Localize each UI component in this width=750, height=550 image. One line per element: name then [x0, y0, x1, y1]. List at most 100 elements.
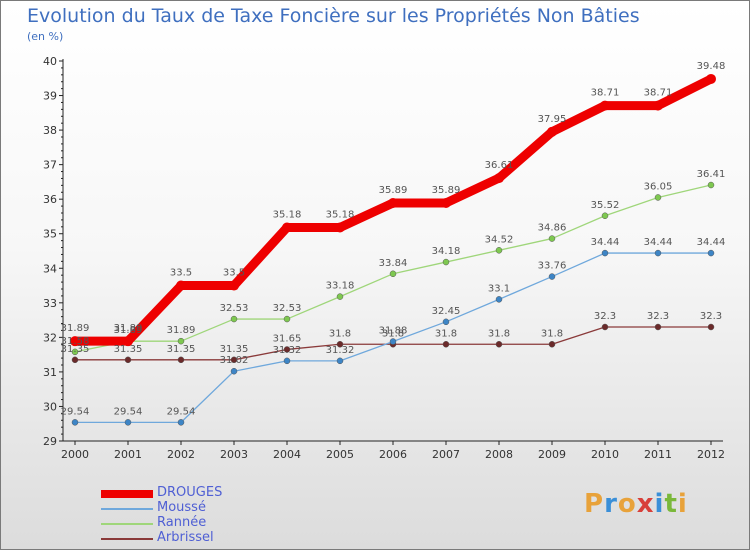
- data-label: 31.35: [114, 344, 143, 355]
- data-point: [71, 348, 79, 356]
- x-tick-label: 2006: [379, 448, 407, 461]
- data-label: 33.18: [326, 281, 355, 292]
- data-point: [495, 341, 503, 348]
- data-label: 31.89: [114, 323, 143, 334]
- data-label: 34.86: [538, 223, 567, 234]
- data-point: [283, 346, 291, 353]
- data-label: 31.8: [488, 328, 510, 339]
- y-tick-label: 34: [43, 262, 57, 275]
- data-label: 31.8: [541, 328, 563, 339]
- x-tick-label: 2012: [697, 448, 725, 461]
- data-label: 32.3: [700, 311, 722, 322]
- data-point: [707, 181, 715, 189]
- logo-letter: o: [617, 489, 637, 519]
- logo-letter: r: [604, 489, 618, 519]
- data-label: 31.58: [61, 336, 90, 347]
- x-tick-label: 2010: [591, 448, 619, 461]
- data-point: [495, 247, 503, 254]
- data-label: 31.89: [114, 325, 143, 336]
- data-point: [230, 367, 238, 375]
- data-label: 31.35: [220, 344, 249, 355]
- data-label: 31.02: [220, 355, 249, 366]
- data-point: [442, 341, 450, 348]
- data-point: [176, 280, 186, 291]
- axes: 29 30 31 32 33 34 35 36 37 38 39 40 2000 2001 2002 2003…: [43, 55, 725, 461]
- y-tick-label: 33: [43, 297, 57, 310]
- data-point: [282, 222, 292, 233]
- data-label: 35.52: [591, 200, 620, 211]
- data-point: [548, 235, 556, 242]
- data-label: 35.18: [326, 210, 355, 221]
- data-point: [495, 296, 503, 303]
- chart-title: Evolution du Taux de Taxe Foncière sur l…: [27, 5, 640, 27]
- data-label: 33.1: [488, 283, 510, 294]
- data-point: [230, 315, 238, 323]
- data-point: [230, 356, 238, 364]
- data-label: 33.5: [223, 268, 245, 279]
- data-point: [336, 341, 344, 348]
- data-point: [601, 323, 609, 331]
- x-tick-label: 2003: [220, 448, 248, 461]
- legend-label: Rannée: [157, 515, 207, 530]
- data-point: [335, 222, 345, 233]
- data-label: 33.84: [379, 258, 408, 269]
- x-tick-label: 2005: [326, 448, 354, 461]
- data-point: [653, 100, 663, 111]
- data-point: [177, 356, 185, 364]
- x-tick-label: 2002: [167, 448, 195, 461]
- data-point: [494, 173, 504, 184]
- data-point: [654, 249, 662, 257]
- data-label: 34.18: [432, 246, 461, 257]
- data-label: 31.8: [329, 328, 351, 339]
- legend-item: DROUGES: [101, 485, 261, 501]
- data-label: 36.61: [485, 160, 514, 171]
- data-label: 31.65: [273, 333, 302, 344]
- y-tick-label: 37: [43, 159, 57, 172]
- legend-label: Arbrissel: [157, 530, 214, 545]
- data-point: [70, 336, 80, 347]
- data-point: [654, 323, 662, 331]
- logo-letter: x: [636, 489, 655, 519]
- logo-letter: P: [584, 489, 605, 519]
- data-point: [177, 419, 185, 426]
- data-point: [71, 419, 79, 426]
- logo-letter: i: [677, 489, 688, 519]
- data-point: [389, 338, 397, 345]
- data-label: 31.8: [382, 328, 404, 339]
- data-label: 33.5: [170, 268, 192, 279]
- data-label: 32.3: [647, 311, 669, 322]
- series-layer: [70, 73, 716, 426]
- data-point: [124, 356, 132, 364]
- y-tick-label: 35: [43, 228, 57, 241]
- data-point: [283, 315, 291, 323]
- legend: DROUGES Moussé Rannée Arbrissel: [101, 485, 261, 546]
- y-tick-label: 36: [43, 193, 57, 206]
- data-point: [71, 356, 79, 364]
- logo-letter: t: [664, 489, 678, 519]
- data-label: 34.44: [644, 237, 673, 248]
- data-label: 29.54: [167, 406, 196, 417]
- x-tick-label: 2004: [273, 448, 301, 461]
- data-label: 38.71: [591, 88, 620, 99]
- legend-swatch: [101, 538, 153, 540]
- data-label: 31.35: [167, 344, 196, 355]
- legend-label: Moussé: [157, 500, 206, 515]
- legend-swatch: [101, 490, 153, 498]
- data-label: 38.71: [644, 88, 673, 99]
- data-point: [706, 73, 716, 84]
- data-label: 34.52: [485, 234, 514, 245]
- data-point: [601, 249, 609, 257]
- data-point: [283, 357, 291, 365]
- x-tick-label: 2009: [538, 448, 566, 461]
- data-label: 31.89: [61, 323, 90, 334]
- data-point: [229, 280, 239, 291]
- data-label: 34.44: [591, 237, 620, 248]
- data-point: [336, 293, 344, 300]
- data-point: [336, 357, 344, 365]
- data-label: 32.53: [273, 303, 302, 314]
- x-tick-label: 2000: [61, 448, 89, 461]
- legend-label: DROUGES: [157, 485, 223, 500]
- logo-letter: i: [654, 489, 665, 519]
